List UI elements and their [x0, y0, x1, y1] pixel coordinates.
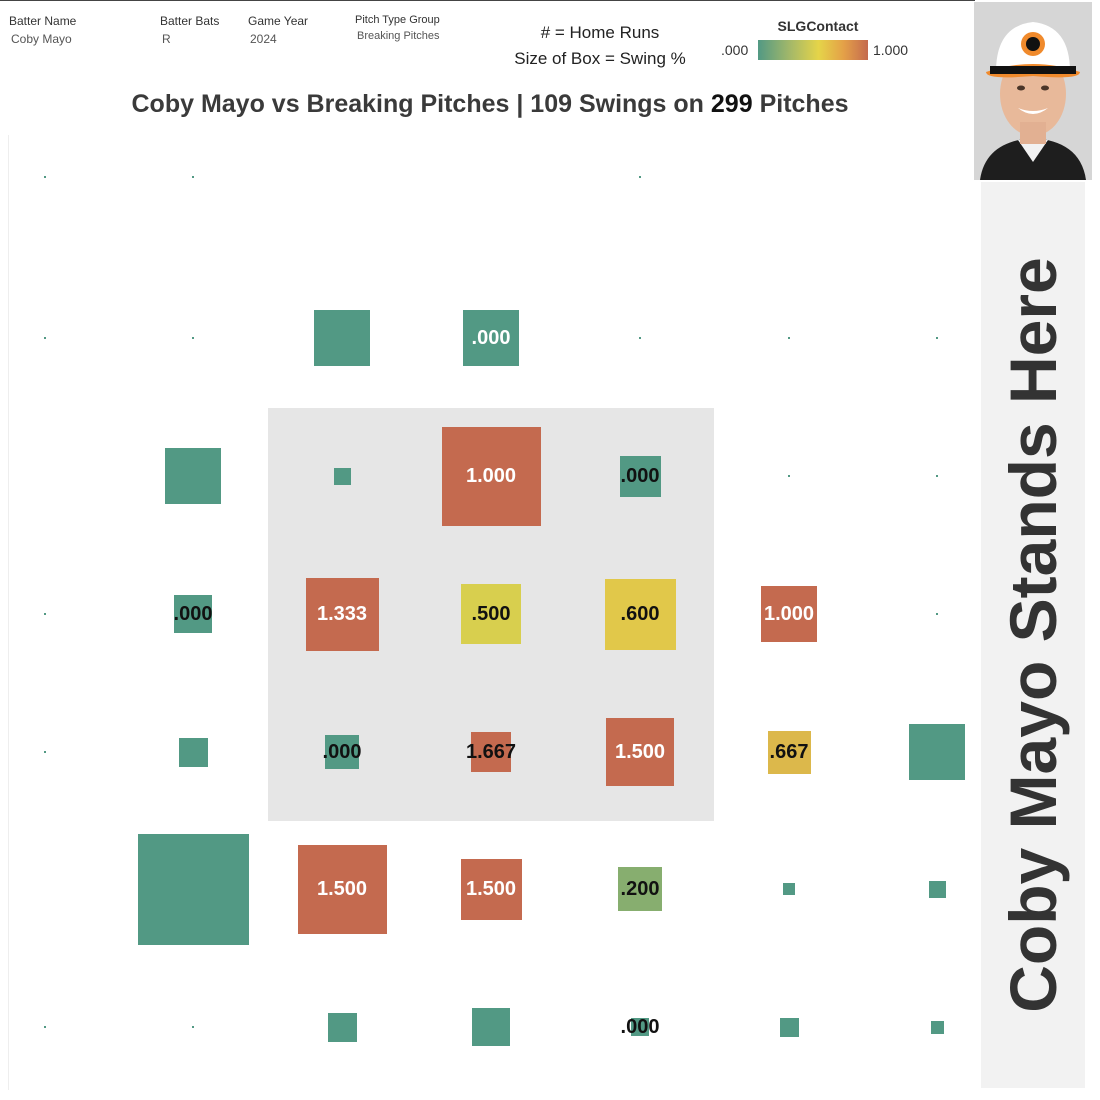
size-legend: # = Home Runs Size of Box = Swing %	[490, 20, 710, 72]
heatmap-cell[interactable]	[44, 1026, 46, 1028]
heatmap-cell[interactable]	[472, 1008, 510, 1046]
heatmap-cell[interactable]	[192, 1026, 194, 1028]
heatmap-cell[interactable]	[137, 833, 249, 945]
color-scale-max: 1.000	[873, 42, 909, 58]
filter-game-year-label: Game Year	[248, 14, 309, 28]
chart-title-suffix: Pitches	[752, 90, 849, 118]
cell-slg-label: 1.667	[465, 740, 517, 763]
filter-batter-bats-label: Batter Bats	[160, 14, 220, 28]
cell-slg-label: .200	[620, 877, 660, 900]
heatmap-cell[interactable]: .000	[619, 455, 661, 497]
player-headshot-icon	[974, 2, 1092, 180]
heatmap-cell[interactable]: 1.333	[305, 577, 379, 651]
heatmap-cell[interactable]: 1.500	[606, 718, 674, 786]
cell-slg-label: .667	[769, 740, 809, 763]
player-headshot	[974, 2, 1092, 180]
heatmap-cell[interactable]	[44, 751, 46, 753]
cell-slg-label: .500	[471, 602, 511, 625]
heatmap-cell[interactable]	[333, 467, 351, 485]
cell-slg-label: .000	[620, 464, 660, 487]
cell-slg-label: .000	[173, 602, 213, 625]
color-scale-title: SLGContact	[777, 18, 859, 34]
heatmap-cell[interactable]	[936, 475, 938, 477]
heatmap-cell[interactable]	[909, 724, 965, 780]
cell-slg-label: 1.000	[465, 464, 517, 487]
filter-batter-name-value[interactable]: Coby Mayo	[11, 32, 72, 46]
cell-slg-label: 1.500	[614, 740, 666, 763]
filter-batter-bats-value[interactable]: R	[162, 32, 171, 46]
heatmap-cell[interactable]: 1.000	[441, 426, 541, 526]
heatmap-cell[interactable]: .000	[621, 1016, 660, 1038]
heatmap-cell[interactable]: 1.000	[761, 586, 817, 642]
heatmap-cell[interactable]: 1.500	[297, 844, 387, 934]
heatmap-cell[interactable]	[639, 337, 641, 339]
cell-slg-label: 1.500	[465, 877, 517, 900]
heatmap-cell[interactable]	[783, 883, 795, 895]
heatmap-cell[interactable]: .667	[767, 730, 811, 774]
heatmap-cell[interactable]	[192, 176, 194, 178]
heatmap-cell[interactable]	[314, 310, 370, 366]
filter-batter-bats[interactable]: Batter Bats R	[160, 14, 219, 46]
filter-game-year-value[interactable]: 2024	[250, 32, 277, 46]
heatmap-cell[interactable]	[327, 1012, 357, 1042]
heatmap-cell[interactable]: .200	[618, 867, 662, 911]
cell-slg-label: .000	[620, 1015, 660, 1038]
heatmap-cell[interactable]	[44, 613, 46, 615]
batter-stance-panel: Coby Mayo Stands Here	[981, 182, 1085, 1088]
heatmap-cell[interactable]	[44, 337, 46, 339]
heatmap-cell[interactable]	[788, 337, 790, 339]
heatmap-cell[interactable]	[936, 337, 938, 339]
heatmap-cell[interactable]	[936, 613, 938, 615]
filter-game-year[interactable]: Game Year 2024	[248, 14, 308, 46]
heatmap-cell[interactable]	[779, 1017, 799, 1037]
heatmap-cell[interactable]	[165, 448, 221, 504]
color-scale-min: .000	[721, 42, 749, 58]
heatmap-cell[interactable]: .500	[461, 584, 521, 644]
filter-pitch-type-group-label: Pitch Type Group	[355, 14, 440, 26]
legend-swing-pct: Size of Box = Swing %	[514, 49, 686, 68]
chart-title-main: Coby Mayo vs Breaking Pitches | 109 Swin…	[131, 90, 711, 118]
heatmap-cell[interactable]: 1.500	[460, 858, 522, 920]
legend-home-runs: # = Home Runs	[540, 23, 660, 42]
filter-pitch-type-group-value[interactable]: Breaking Pitches	[357, 30, 440, 42]
heatmap-cell[interactable]: .600	[604, 578, 676, 650]
filter-batter-name[interactable]: Batter Name Coby Mayo	[9, 14, 76, 46]
heatmap-cell[interactable]: 1.667	[466, 732, 516, 772]
heatmap-cell[interactable]: .000	[463, 310, 519, 366]
filter-pitch-type-group[interactable]: Pitch Type Group Breaking Pitches	[355, 14, 440, 42]
heatmap-cell[interactable]: .000	[174, 595, 212, 633]
cell-slg-label: .600	[620, 602, 660, 625]
chart-title-pitch-count: 299	[710, 90, 753, 118]
heatmap-cell[interactable]	[930, 1020, 944, 1034]
heatmap-cell[interactable]: .000	[322, 735, 362, 769]
batter-stance-label: Coby Mayo Stands Here	[996, 257, 1070, 1013]
cell-slg-label: 1.500	[316, 877, 368, 900]
filter-batter-name-label: Batter Name	[9, 14, 77, 28]
cell-slg-label: 1.000	[763, 602, 815, 625]
heatmap-cell[interactable]	[44, 176, 46, 178]
heatmap-cell[interactable]	[639, 176, 641, 178]
cell-slg-label: 1.333	[316, 602, 368, 625]
heatmap-cell[interactable]	[928, 880, 946, 898]
zone-chart-area	[8, 135, 976, 1090]
top-divider	[0, 0, 975, 1]
heatmap-cell[interactable]	[178, 737, 208, 767]
color-scale-bar	[758, 40, 868, 60]
chart-title: Coby Mayo vs Breaking Pitches | 109 Swin…	[0, 90, 980, 119]
cell-slg-label: .000	[322, 740, 362, 763]
cell-slg-label: .000	[471, 326, 511, 349]
heatmap-cell[interactable]	[788, 475, 790, 477]
heatmap-cell[interactable]	[192, 337, 194, 339]
